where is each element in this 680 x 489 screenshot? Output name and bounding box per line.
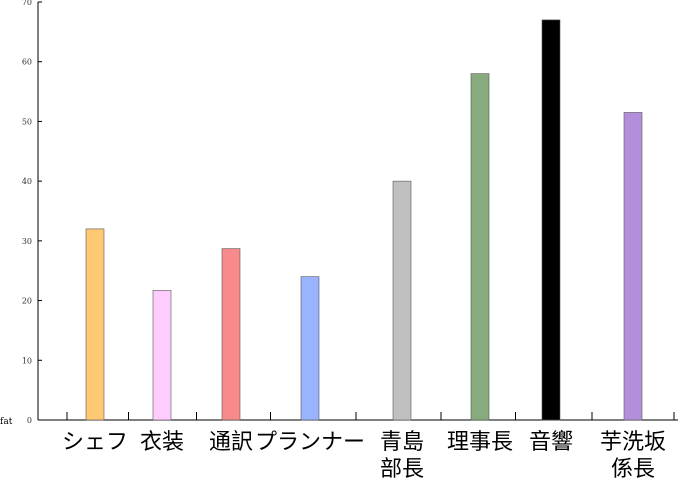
- category-label: プランナー: [255, 430, 365, 455]
- y-tick-label: 60: [22, 58, 32, 67]
- bar: [300, 276, 320, 421]
- category-label: 衣装: [140, 430, 184, 455]
- bar: [470, 73, 490, 421]
- y-tick-label: 70: [22, 0, 32, 7]
- category-label: 音響: [529, 430, 573, 455]
- bar: [221, 248, 241, 421]
- bar: [392, 180, 412, 421]
- y-tick-label: 30: [22, 237, 32, 246]
- category-label: 係長: [611, 457, 655, 482]
- category-label: 部長: [380, 457, 424, 482]
- category-label: シェフ: [62, 430, 128, 455]
- bar: [85, 228, 105, 421]
- y-axis-label: fat: [0, 417, 13, 427]
- y-ticks: 0 10 20 30 40 50 60 70: [22, 0, 42, 425]
- bars: [85, 19, 643, 421]
- category-label: 芋洗坂: [600, 430, 666, 455]
- bar: [623, 112, 643, 421]
- y-tick-label: 50: [22, 117, 32, 126]
- category-label: 理事長: [447, 430, 513, 455]
- y-tick-label: 20: [22, 297, 32, 306]
- bar: [152, 290, 172, 421]
- y-tick-label: 40: [22, 177, 32, 186]
- bar: [541, 19, 561, 421]
- y-tick-label: 10: [22, 356, 32, 365]
- category-label: 青島: [380, 430, 424, 455]
- category-label: 通訳: [209, 430, 253, 455]
- y-tick-label: 0: [27, 416, 32, 425]
- x-ticks: [66, 412, 675, 420]
